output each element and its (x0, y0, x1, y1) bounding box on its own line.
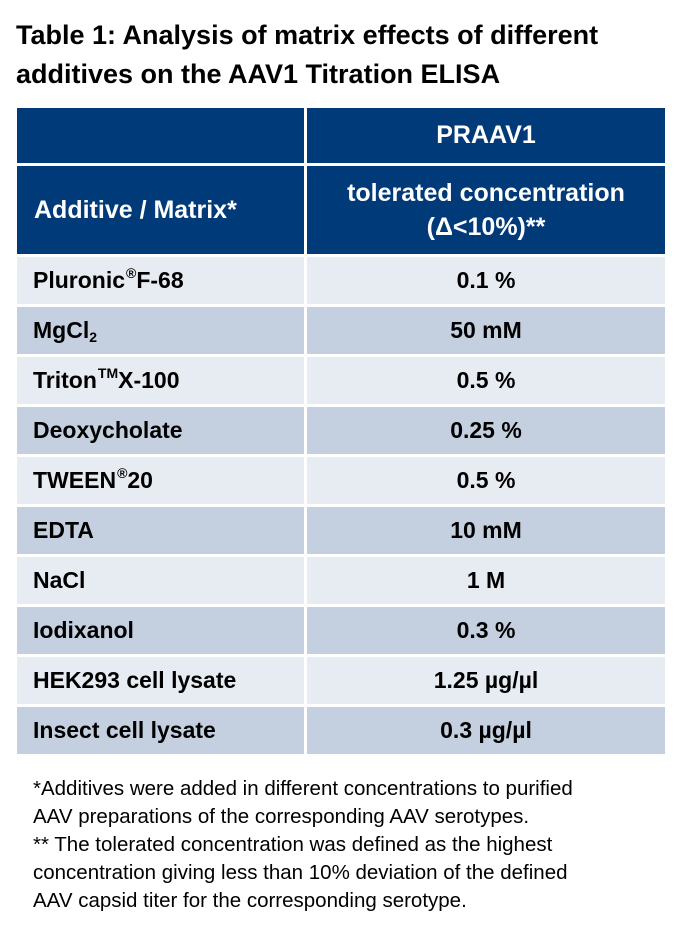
additive-cell: Triton TM X-100 (17, 357, 304, 404)
additive-name-suffix: F-68 (136, 267, 184, 293)
additive-name-suffix: 20 (127, 467, 153, 493)
additive-cell: NaCl (17, 557, 304, 604)
group-header-cell: PRAAV1 (307, 108, 665, 163)
trademark-mark: TM (97, 364, 119, 381)
footnote-2-line-1: ** The tolerated concentration was defin… (33, 833, 553, 856)
additive-name: Insect cell lysate (33, 717, 216, 743)
additive-name-suffix: X-100 (118, 367, 180, 393)
concentration-cell: 1.25 µg/µl (307, 657, 665, 704)
subscript: 2 (89, 328, 98, 345)
additive-cell: HEK293 cell lysate (17, 657, 304, 704)
table-title: Table 1: Analysis of matrix effects of d… (16, 16, 676, 94)
table-row: Triton TM X-100 0.5 % (17, 357, 665, 404)
additive-cell: Insect cell lysate (17, 707, 304, 754)
additive-cell: Pluronic ® F-68 (17, 257, 304, 304)
footnotes: *Additives were added in different conce… (33, 775, 673, 915)
concentration-header-line-2: (Δ<10%)** (426, 213, 546, 241)
table-row: HEK293 cell lysate 1.25 µg/µl (17, 657, 665, 704)
group-header-empty-cell (17, 108, 304, 163)
concentration-cell: 0.3 % (307, 607, 665, 654)
concentration-cell: 0.25 % (307, 407, 665, 454)
footnote-2-line-2: concentration giving less than 10% devia… (33, 861, 568, 884)
group-header-row: PRAAV1 (17, 108, 665, 163)
title-line-2: additives on the AAV1 Titration ELISA (16, 59, 501, 89)
concentration-cell: 0.3 µg/µl (307, 707, 665, 754)
additive-cell: Iodixanol (17, 607, 304, 654)
table-row: Insect cell lysate 0.3 µg/µl (17, 707, 665, 754)
concentration-cell: 0.5 % (307, 357, 665, 404)
column-header-row: Additive / Matrix* tolerated concentrati… (17, 166, 665, 254)
title-line-1: Table 1: Analysis of matrix effects of d… (16, 20, 599, 50)
trademark-mark: ® (126, 264, 137, 281)
additive-cell: MgCl 2 (17, 307, 304, 354)
table-row: Deoxycholate 0.25 % (17, 407, 665, 454)
concentration-cell: 10 mM (307, 507, 665, 554)
additive-cell: Deoxycholate (17, 407, 304, 454)
concentration-cell: 0.1 % (307, 257, 665, 304)
column-header-additive: Additive / Matrix* (17, 166, 304, 254)
additive-name: HEK293 cell lysate (33, 667, 237, 693)
additive-name: TWEEN (33, 467, 117, 493)
additive-cell: EDTA (17, 507, 304, 554)
table-row: TWEEN ® 20 0.5 % (17, 457, 665, 504)
footnote-2-line-3: AAV capsid titer for the corresponding s… (33, 889, 467, 912)
additive-name: NaCl (33, 567, 86, 593)
matrix-effects-table: PRAAV1 Additive / Matrix* tolerated conc… (17, 108, 665, 757)
table-row: MgCl 2 50 mM (17, 307, 665, 354)
concentration-cell: 50 mM (307, 307, 665, 354)
table-row: EDTA 10 mM (17, 507, 665, 554)
additive-name: MgCl (33, 317, 90, 343)
column-header-concentration: tolerated concentration (Δ<10%)** (307, 166, 665, 254)
concentration-header-line-1: tolerated concentration (347, 179, 625, 207)
trademark-mark: ® (117, 464, 128, 481)
table-row: Pluronic ® F-68 0.1 % (17, 257, 665, 304)
additive-cell: TWEEN ® 20 (17, 457, 304, 504)
additive-name: Deoxycholate (33, 417, 183, 443)
footnote-1-line-1: *Additives were added in different conce… (33, 777, 573, 800)
table-row: Iodixanol 0.3 % (17, 607, 665, 654)
concentration-cell: 0.5 % (307, 457, 665, 504)
concentration-cell: 1 M (307, 557, 665, 604)
additive-name: Triton (33, 367, 97, 393)
additive-name: EDTA (33, 517, 94, 543)
additive-name: Iodixanol (33, 617, 134, 643)
additive-name: Pluronic (33, 267, 126, 293)
footnote-1-line-2: AAV preparations of the corresponding AA… (33, 805, 530, 828)
table-row: NaCl 1 M (17, 557, 665, 604)
